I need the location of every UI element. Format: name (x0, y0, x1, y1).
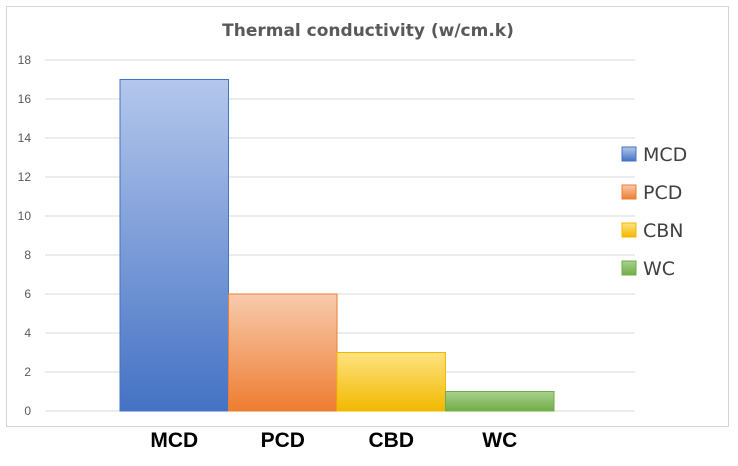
x-tick-label: CBD (369, 429, 415, 452)
y-tick-label: 14 (18, 131, 32, 145)
y-axis-ticks: 0 2 4 6 8 10 12 14 16 18 (18, 53, 32, 418)
bar-wc (445, 391, 555, 412)
legend-label: MCD (643, 144, 687, 166)
bar-cbd (336, 352, 446, 412)
legend: MCD PCD CBN WC (621, 144, 687, 280)
y-tick-label: 2 (24, 365, 31, 379)
legend-swatch (621, 184, 637, 200)
y-tick-label: 18 (18, 53, 32, 67)
y-tick-label: 16 (18, 92, 32, 106)
x-tick-label: WC (482, 429, 517, 452)
y-tick-label: 6 (24, 287, 31, 301)
y-tick-label: 0 (24, 404, 31, 418)
chart-title: Thermal conductivity (w/cm.k) (222, 21, 514, 41)
y-tick-label: 4 (24, 326, 31, 340)
legend-swatch (621, 260, 637, 276)
bar-mcd (119, 79, 229, 412)
bar-pcd (228, 293, 338, 412)
y-tick-label: 12 (18, 170, 32, 184)
x-axis-ticks: MCD PCD CBD WC (150, 429, 517, 452)
legend-label: PCD (643, 182, 682, 204)
y-tick-label: 10 (18, 209, 32, 223)
legend-swatch (621, 222, 637, 238)
y-tick-label: 8 (24, 248, 31, 262)
legend-swatch (621, 146, 637, 162)
x-tick-label: MCD (150, 429, 198, 452)
bars (119, 79, 555, 412)
legend-label: CBN (643, 220, 684, 242)
legend-label: WC (643, 258, 675, 280)
x-tick-label: PCD (261, 429, 305, 452)
